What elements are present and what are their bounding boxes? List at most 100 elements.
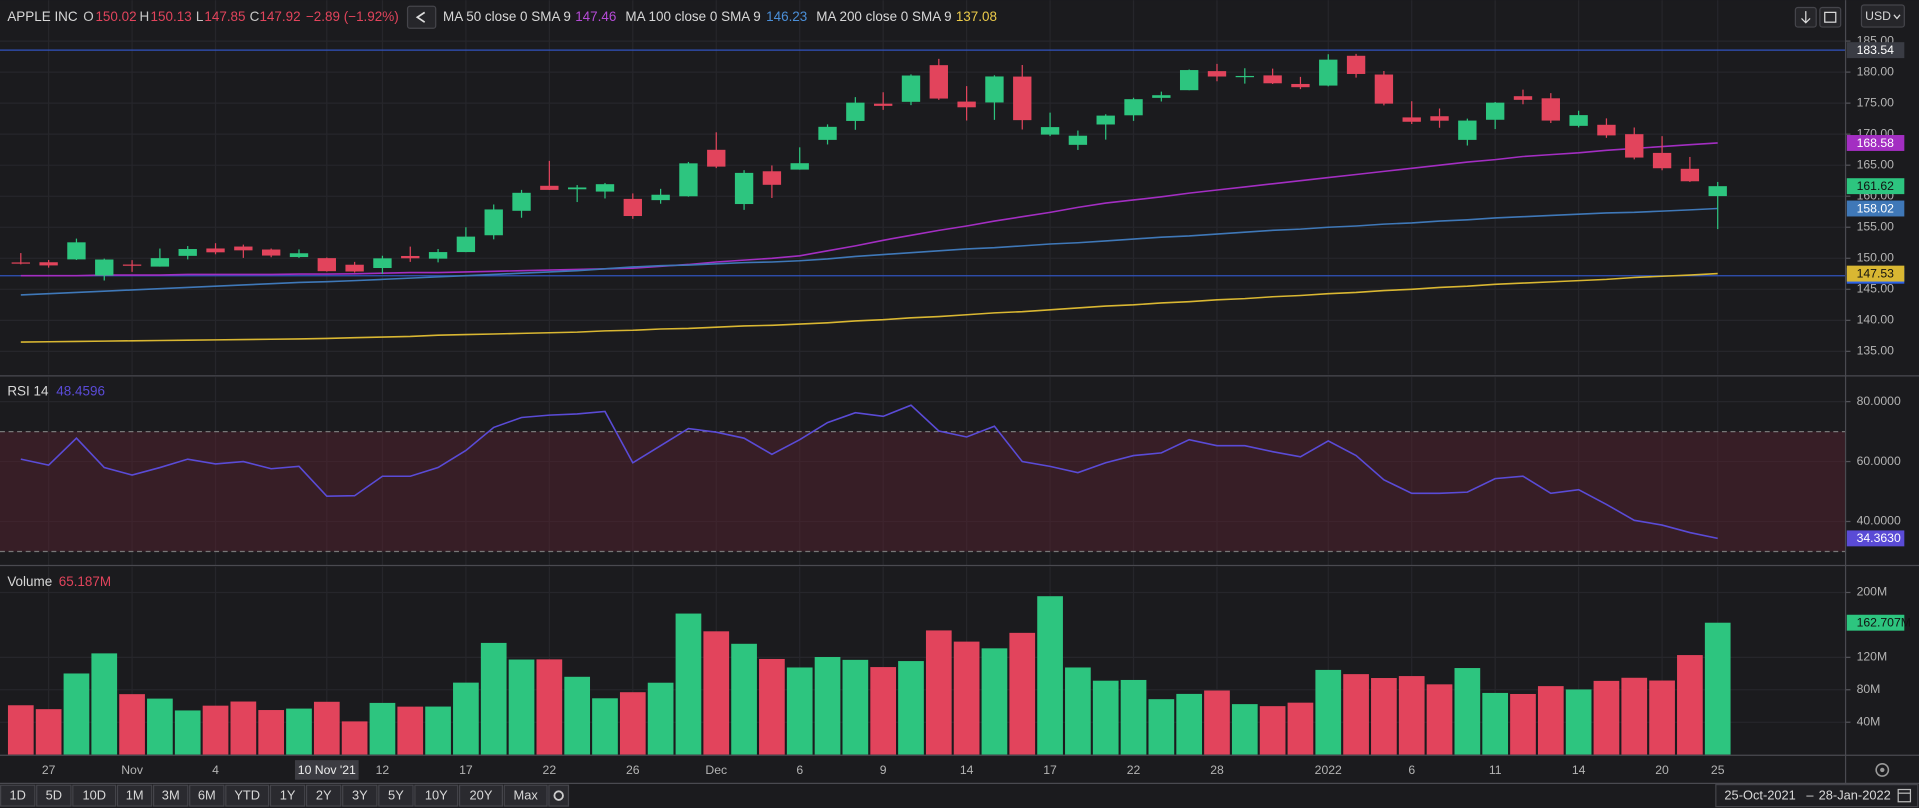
collapse-button[interactable] — [406, 5, 437, 29]
low-value: 147.85 — [204, 9, 245, 24]
header: APPLE INC O 150.02 H 150.13 L 147.85 C 1… — [7, 4, 1905, 29]
volume-bar — [1454, 668, 1481, 755]
volume-bar — [1204, 690, 1230, 755]
volume-bar — [1510, 693, 1536, 755]
volume-bar — [925, 630, 952, 755]
symbol: APPLE INC — [7, 9, 78, 24]
volume-bar — [313, 701, 340, 755]
range-button[interactable]: 5D — [36, 784, 72, 807]
range-button-frame — [189, 784, 225, 807]
fullscreen-button[interactable] — [1819, 6, 1842, 28]
volume-bar — [731, 643, 757, 755]
candle-body — [317, 258, 336, 272]
range-button[interactable]: 3M — [152, 784, 189, 807]
price-tag: 158.02 — [1857, 201, 1895, 215]
volume-bar — [7, 705, 34, 755]
range-button-label: 5D — [46, 788, 62, 803]
range-button-frame — [72, 784, 117, 807]
rsi-panel — [0, 377, 1846, 566]
range-button[interactable]: Max — [503, 784, 548, 807]
candle-body — [1430, 116, 1449, 121]
x-tick-label: 28 — [1210, 763, 1224, 777]
range-button[interactable]: 1M — [116, 784, 153, 807]
volume-bar — [842, 659, 869, 755]
panel-value: 48.4596 — [56, 383, 105, 398]
button-frame — [406, 5, 437, 29]
candle-body — [567, 187, 587, 190]
volume-bar — [230, 701, 257, 755]
high-value: 150.13 — [151, 9, 192, 24]
range-button[interactable]: 1Y — [269, 784, 306, 807]
candle-body — [957, 101, 976, 108]
candle-body — [484, 209, 503, 236]
range-button[interactable]: YTD — [225, 784, 270, 807]
x-tick-label: 11 — [1489, 763, 1502, 777]
candle-body — [1319, 59, 1338, 86]
range-button-label: 1M — [126, 788, 144, 803]
currency: USD — [1865, 9, 1891, 23]
range-button-frame — [36, 784, 72, 807]
candle-body — [734, 172, 754, 205]
range-button-frame — [269, 784, 306, 807]
candle-body — [1040, 127, 1060, 135]
x-tick-label: 27 — [42, 763, 56, 777]
range-button-label: 5Y — [388, 788, 404, 803]
volume-bar — [425, 706, 451, 755]
toolbar-settings-button[interactable] — [548, 784, 570, 807]
crosshair-label-bg — [294, 760, 359, 780]
x-tick-label: 2022 — [1315, 763, 1342, 777]
download-button[interactable] — [1794, 6, 1817, 28]
range-button[interactable]: 10Y — [414, 784, 459, 807]
settings-icon[interactable] — [1875, 763, 1890, 777]
price-tag: 34.3630 — [1857, 531, 1901, 545]
range-button[interactable]: 3Y — [342, 784, 378, 807]
y-tick-label: 40M — [1857, 714, 1881, 728]
volume-bar — [147, 698, 173, 755]
volume-bar — [703, 631, 730, 755]
high-label: H — [140, 9, 150, 24]
price-tag: 161.62 — [1857, 179, 1895, 193]
candle-body — [1458, 120, 1477, 140]
range-button[interactable]: 20Y — [458, 784, 504, 807]
change: −2.89 (−1.92%) — [306, 9, 399, 24]
currency-dropdown[interactable]: USD — [1860, 4, 1905, 28]
volume-bar — [341, 721, 368, 755]
range-button[interactable]: 2Y — [305, 784, 342, 807]
date-range[interactable]: 25-Oct-2021 – 28-Jan-2022 — [1715, 784, 1919, 808]
range-button[interactable]: 10D — [72, 784, 117, 807]
range-button-label: 3Y — [352, 788, 368, 803]
candle-body — [178, 249, 197, 256]
range-button-frame — [378, 784, 414, 807]
date-separator: – — [1806, 788, 1814, 803]
price-tag-bg — [1846, 614, 1905, 631]
candle-body — [1569, 115, 1588, 126]
x-tick-label: Nov — [121, 763, 144, 777]
x-tick-label: 26 — [626, 763, 640, 777]
button-frame — [1819, 6, 1842, 28]
candle-body — [790, 163, 809, 170]
moving-average-line — [20, 272, 1718, 343]
range-button[interactable]: 6M — [189, 784, 225, 807]
candle-body — [929, 65, 948, 99]
volume-bar — [480, 642, 507, 755]
price-tag-bg — [1846, 178, 1905, 195]
y-tick-label: 155.00 — [1857, 219, 1895, 233]
candle-body — [1124, 99, 1143, 116]
volume-bar — [1009, 632, 1036, 755]
volume-bar — [1343, 674, 1369, 755]
range-button[interactable]: 5Y — [378, 784, 414, 807]
candle-body — [39, 262, 58, 266]
y-tick-label: 120M — [1857, 650, 1888, 664]
range-button-frame — [458, 784, 504, 807]
candle-body — [1402, 117, 1421, 122]
candle-body — [1096, 115, 1115, 125]
volume-bar — [981, 648, 1008, 755]
x-tick-label: 10 Nov '21 — [298, 763, 356, 777]
candle-body — [818, 126, 837, 140]
range-button[interactable]: 1D — [0, 784, 36, 807]
candle-body — [1013, 76, 1032, 121]
range-button-label: 10Y — [425, 788, 448, 803]
volume-bar — [1621, 677, 1648, 755]
